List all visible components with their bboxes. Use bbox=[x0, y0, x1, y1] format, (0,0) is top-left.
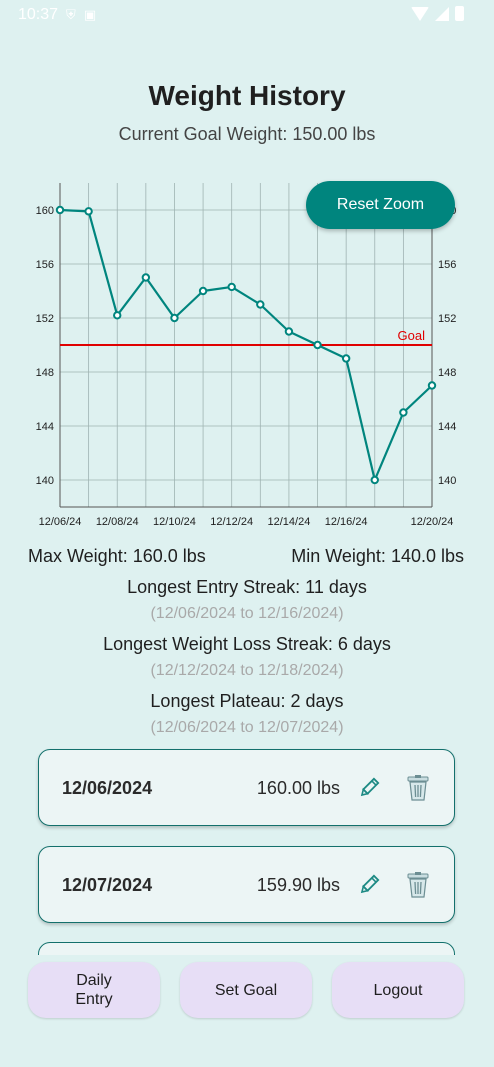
y-tick-label-left: 156 bbox=[36, 259, 54, 271]
y-tick-label-left: 160 bbox=[36, 205, 54, 217]
data-point bbox=[228, 284, 234, 290]
data-point bbox=[343, 355, 349, 361]
data-point bbox=[143, 274, 149, 280]
data-point bbox=[372, 477, 378, 483]
page-title: Weight History bbox=[0, 80, 494, 112]
data-point bbox=[114, 312, 120, 318]
shield-icon: ⛨ bbox=[66, 7, 76, 23]
x-tick-label: 12/14/24 bbox=[268, 516, 311, 528]
weight-chart[interactable]: 14014014414414814815215215615616016012/0… bbox=[0, 175, 494, 535]
entry-weight: 159.90 lbs bbox=[257, 875, 340, 896]
plateau: Longest Plateau: 2 days bbox=[0, 691, 494, 712]
entry-streak-range: (12/06/2024 to 12/16/2024) bbox=[0, 605, 494, 623]
goal-weight-subtitle: Current Goal Weight: 150.00 lbs bbox=[0, 124, 494, 145]
trash-icon[interactable] bbox=[405, 774, 431, 802]
signal-icon bbox=[435, 7, 449, 21]
entry-date: 12/07/2024 bbox=[62, 875, 152, 896]
y-tick-label-left: 144 bbox=[36, 421, 54, 433]
data-point bbox=[286, 328, 292, 334]
entry-date: 12/06/2024 bbox=[62, 778, 152, 799]
y-tick-label-left: 152 bbox=[36, 313, 54, 325]
entry-card[interactable]: 12/06/2024 160.00 lbs bbox=[38, 749, 455, 826]
pencil-icon[interactable] bbox=[357, 776, 381, 800]
y-tick-label-right: 140 bbox=[438, 475, 456, 487]
wifi-icon bbox=[411, 7, 429, 21]
logout-button[interactable]: Logout bbox=[332, 962, 464, 1018]
plateau-range: (12/06/2024 to 12/07/2024) bbox=[0, 719, 494, 737]
data-point bbox=[314, 342, 320, 348]
y-tick-label-right: 156 bbox=[438, 259, 456, 271]
data-point bbox=[85, 208, 91, 214]
max-weight: Max Weight: 160.0 lbs bbox=[28, 546, 206, 567]
loss-streak-range: (12/12/2024 to 12/18/2024) bbox=[0, 662, 494, 680]
status-bar: 10:37 ⛨ ▣ bbox=[0, 0, 494, 30]
x-tick-label: 12/12/24 bbox=[210, 516, 253, 528]
data-point bbox=[57, 207, 63, 213]
y-tick-label-left: 148 bbox=[36, 367, 54, 379]
reset-zoom-button[interactable]: Reset Zoom bbox=[306, 181, 455, 229]
status-time: 10:37 bbox=[18, 6, 58, 24]
min-weight: Min Weight: 140.0 lbs bbox=[291, 546, 464, 567]
x-tick-label: 12/06/24 bbox=[39, 516, 82, 528]
entry-streak: Longest Entry Streak: 11 days bbox=[0, 577, 494, 598]
y-tick-label-right: 152 bbox=[438, 313, 456, 325]
data-point bbox=[171, 315, 177, 321]
y-tick-label-left: 140 bbox=[36, 475, 54, 487]
goal-line-label: Goal bbox=[398, 328, 426, 343]
set-goal-button[interactable]: Set Goal bbox=[180, 962, 312, 1018]
x-tick-label: 12/08/24 bbox=[96, 516, 139, 528]
x-tick-label: 12/10/24 bbox=[153, 516, 196, 528]
trash-icon[interactable] bbox=[405, 871, 431, 899]
battery-icon bbox=[455, 6, 464, 21]
data-point bbox=[200, 288, 206, 294]
x-tick-label: 12/16/24 bbox=[325, 516, 368, 528]
entry-weight: 160.00 lbs bbox=[257, 778, 340, 799]
notification-icon: ▣ bbox=[84, 7, 96, 23]
x-tick-label: 12/20/24 bbox=[411, 516, 454, 528]
y-tick-label-right: 148 bbox=[438, 367, 456, 379]
y-tick-label-right: 144 bbox=[438, 421, 456, 433]
status-icons bbox=[411, 6, 464, 21]
entry-card[interactable]: 12/07/2024 159.90 lbs bbox=[38, 846, 455, 923]
data-point bbox=[400, 409, 406, 415]
pencil-icon[interactable] bbox=[357, 873, 381, 897]
loss-streak: Longest Weight Loss Streak: 6 days bbox=[0, 634, 494, 655]
data-point bbox=[257, 301, 263, 307]
data-point bbox=[429, 382, 435, 388]
daily-entry-button[interactable]: Daily Entry bbox=[28, 962, 160, 1018]
